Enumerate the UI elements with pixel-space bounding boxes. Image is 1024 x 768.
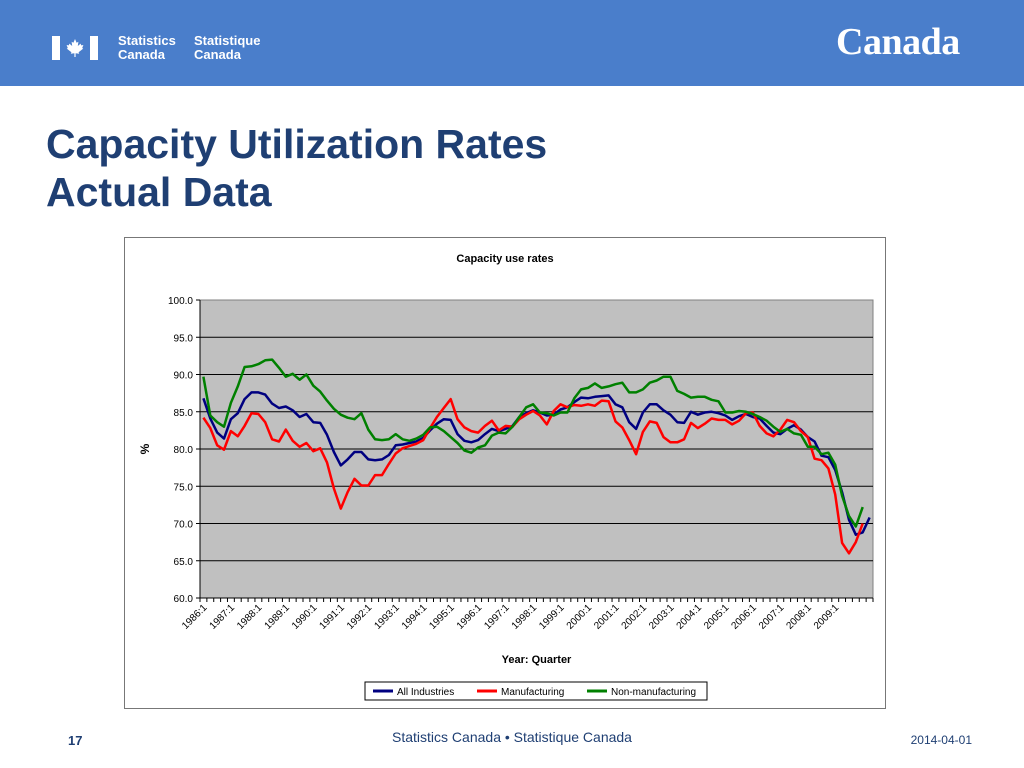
x-tick-label: 1992:1 [345, 602, 375, 632]
capacity-chart: Capacity use rates 60.0 65.0 70.0 75.0 80.0 85… [138, 253, 874, 701]
y-tick-label: 70.0 [174, 520, 194, 531]
series-line-3 [202, 358, 864, 528]
wordmark-fr-line: Statistique [194, 33, 261, 48]
chart-frame: Capacity use rates 60.0 65.0 70.0 75.0 80.0 85… [124, 237, 886, 709]
x-tick-label: 1990:1 [290, 602, 320, 632]
x-tick-label: 2008:1 [784, 602, 814, 632]
x-axis-label: Year: Quarter [502, 654, 572, 666]
x-tick-label: 2009:1 [812, 602, 842, 632]
series-line-2 [202, 397, 864, 555]
x-tick-label: 2007:1 [757, 602, 787, 632]
y-tick-label: 90.0 [174, 371, 194, 382]
statcan-wordmark-english: Statistics Canada [118, 34, 176, 62]
canada-flag-icon [52, 36, 98, 60]
y-tick-label: 75.0 [174, 482, 194, 493]
slide-title: Capacity Utilization Rates Actual Data [46, 120, 547, 216]
y-tick-label: 85.0 [174, 408, 194, 419]
footer-agency-text: Statistics Canada • Statistique Canada [392, 729, 632, 745]
x-tick-label: 2006:1 [730, 602, 760, 632]
wordmark-en-line: Statistics [118, 33, 176, 48]
x-tick-label: 1993:1 [372, 602, 402, 632]
legend-label: All Industries [397, 687, 454, 698]
x-tick-label: 1997:1 [482, 602, 512, 632]
chart-title: Capacity use rates [456, 253, 553, 265]
x-tick-label: 2005:1 [702, 602, 732, 632]
series-line-1 [202, 391, 871, 536]
header-banner: Statistics Canada Statistique Canada Can… [0, 0, 1024, 86]
slide-title-line: Capacity Utilization Rates [46, 121, 548, 167]
y-tick-label: 60.0 [174, 594, 194, 605]
y-tick-label: 100.0 [168, 296, 193, 307]
y-tick-label: 65.0 [174, 557, 194, 568]
x-tick-label: 1986:1 [180, 602, 210, 632]
statcan-wordmark-french: Statistique Canada [194, 34, 260, 62]
y-axis-label: % [138, 443, 152, 454]
wordmark-fr-line: Canada [194, 47, 241, 62]
wordmark-en-line: Canada [118, 47, 165, 62]
slide-title-line: Actual Data [46, 169, 272, 215]
x-tick-label: 1989:1 [263, 602, 293, 632]
legend-label: Non-manufacturing [611, 687, 696, 698]
x-tick-label: 1988:1 [235, 602, 265, 632]
x-tick-label: 1994:1 [400, 602, 430, 632]
x-tick-label: 1991:1 [317, 602, 347, 632]
legend-label: Manufacturing [501, 687, 564, 698]
y-tick-label: 80.0 [174, 445, 194, 456]
x-tick-label: 2000:1 [565, 602, 595, 632]
x-tick-label: 2002:1 [620, 602, 650, 632]
x-tick-label: 1995:1 [427, 602, 457, 632]
x-tick-label: 1996:1 [455, 602, 485, 632]
x-tick-label: 2001:1 [592, 602, 622, 632]
x-tick-label: 1987:1 [208, 602, 238, 632]
footer-date: 2014-04-01 [910, 733, 972, 747]
canada-wordmark-logo: Canada [836, 21, 960, 63]
page-number: 17 [68, 733, 83, 748]
x-tick-label: 2004:1 [675, 602, 705, 632]
y-tick-label: 95.0 [174, 333, 194, 344]
legend-box [364, 681, 708, 701]
x-tick-label: 1999:1 [537, 602, 567, 632]
x-tick-label: 2003:1 [647, 602, 677, 632]
x-tick-label: 1998:1 [510, 602, 540, 632]
